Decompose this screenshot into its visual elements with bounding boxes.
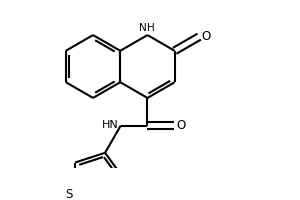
Text: O: O <box>202 30 211 43</box>
Text: HN: HN <box>102 120 119 130</box>
Text: N: N <box>139 23 146 33</box>
Text: H: H <box>148 23 155 33</box>
Text: S: S <box>65 188 72 200</box>
Text: O: O <box>177 119 186 132</box>
